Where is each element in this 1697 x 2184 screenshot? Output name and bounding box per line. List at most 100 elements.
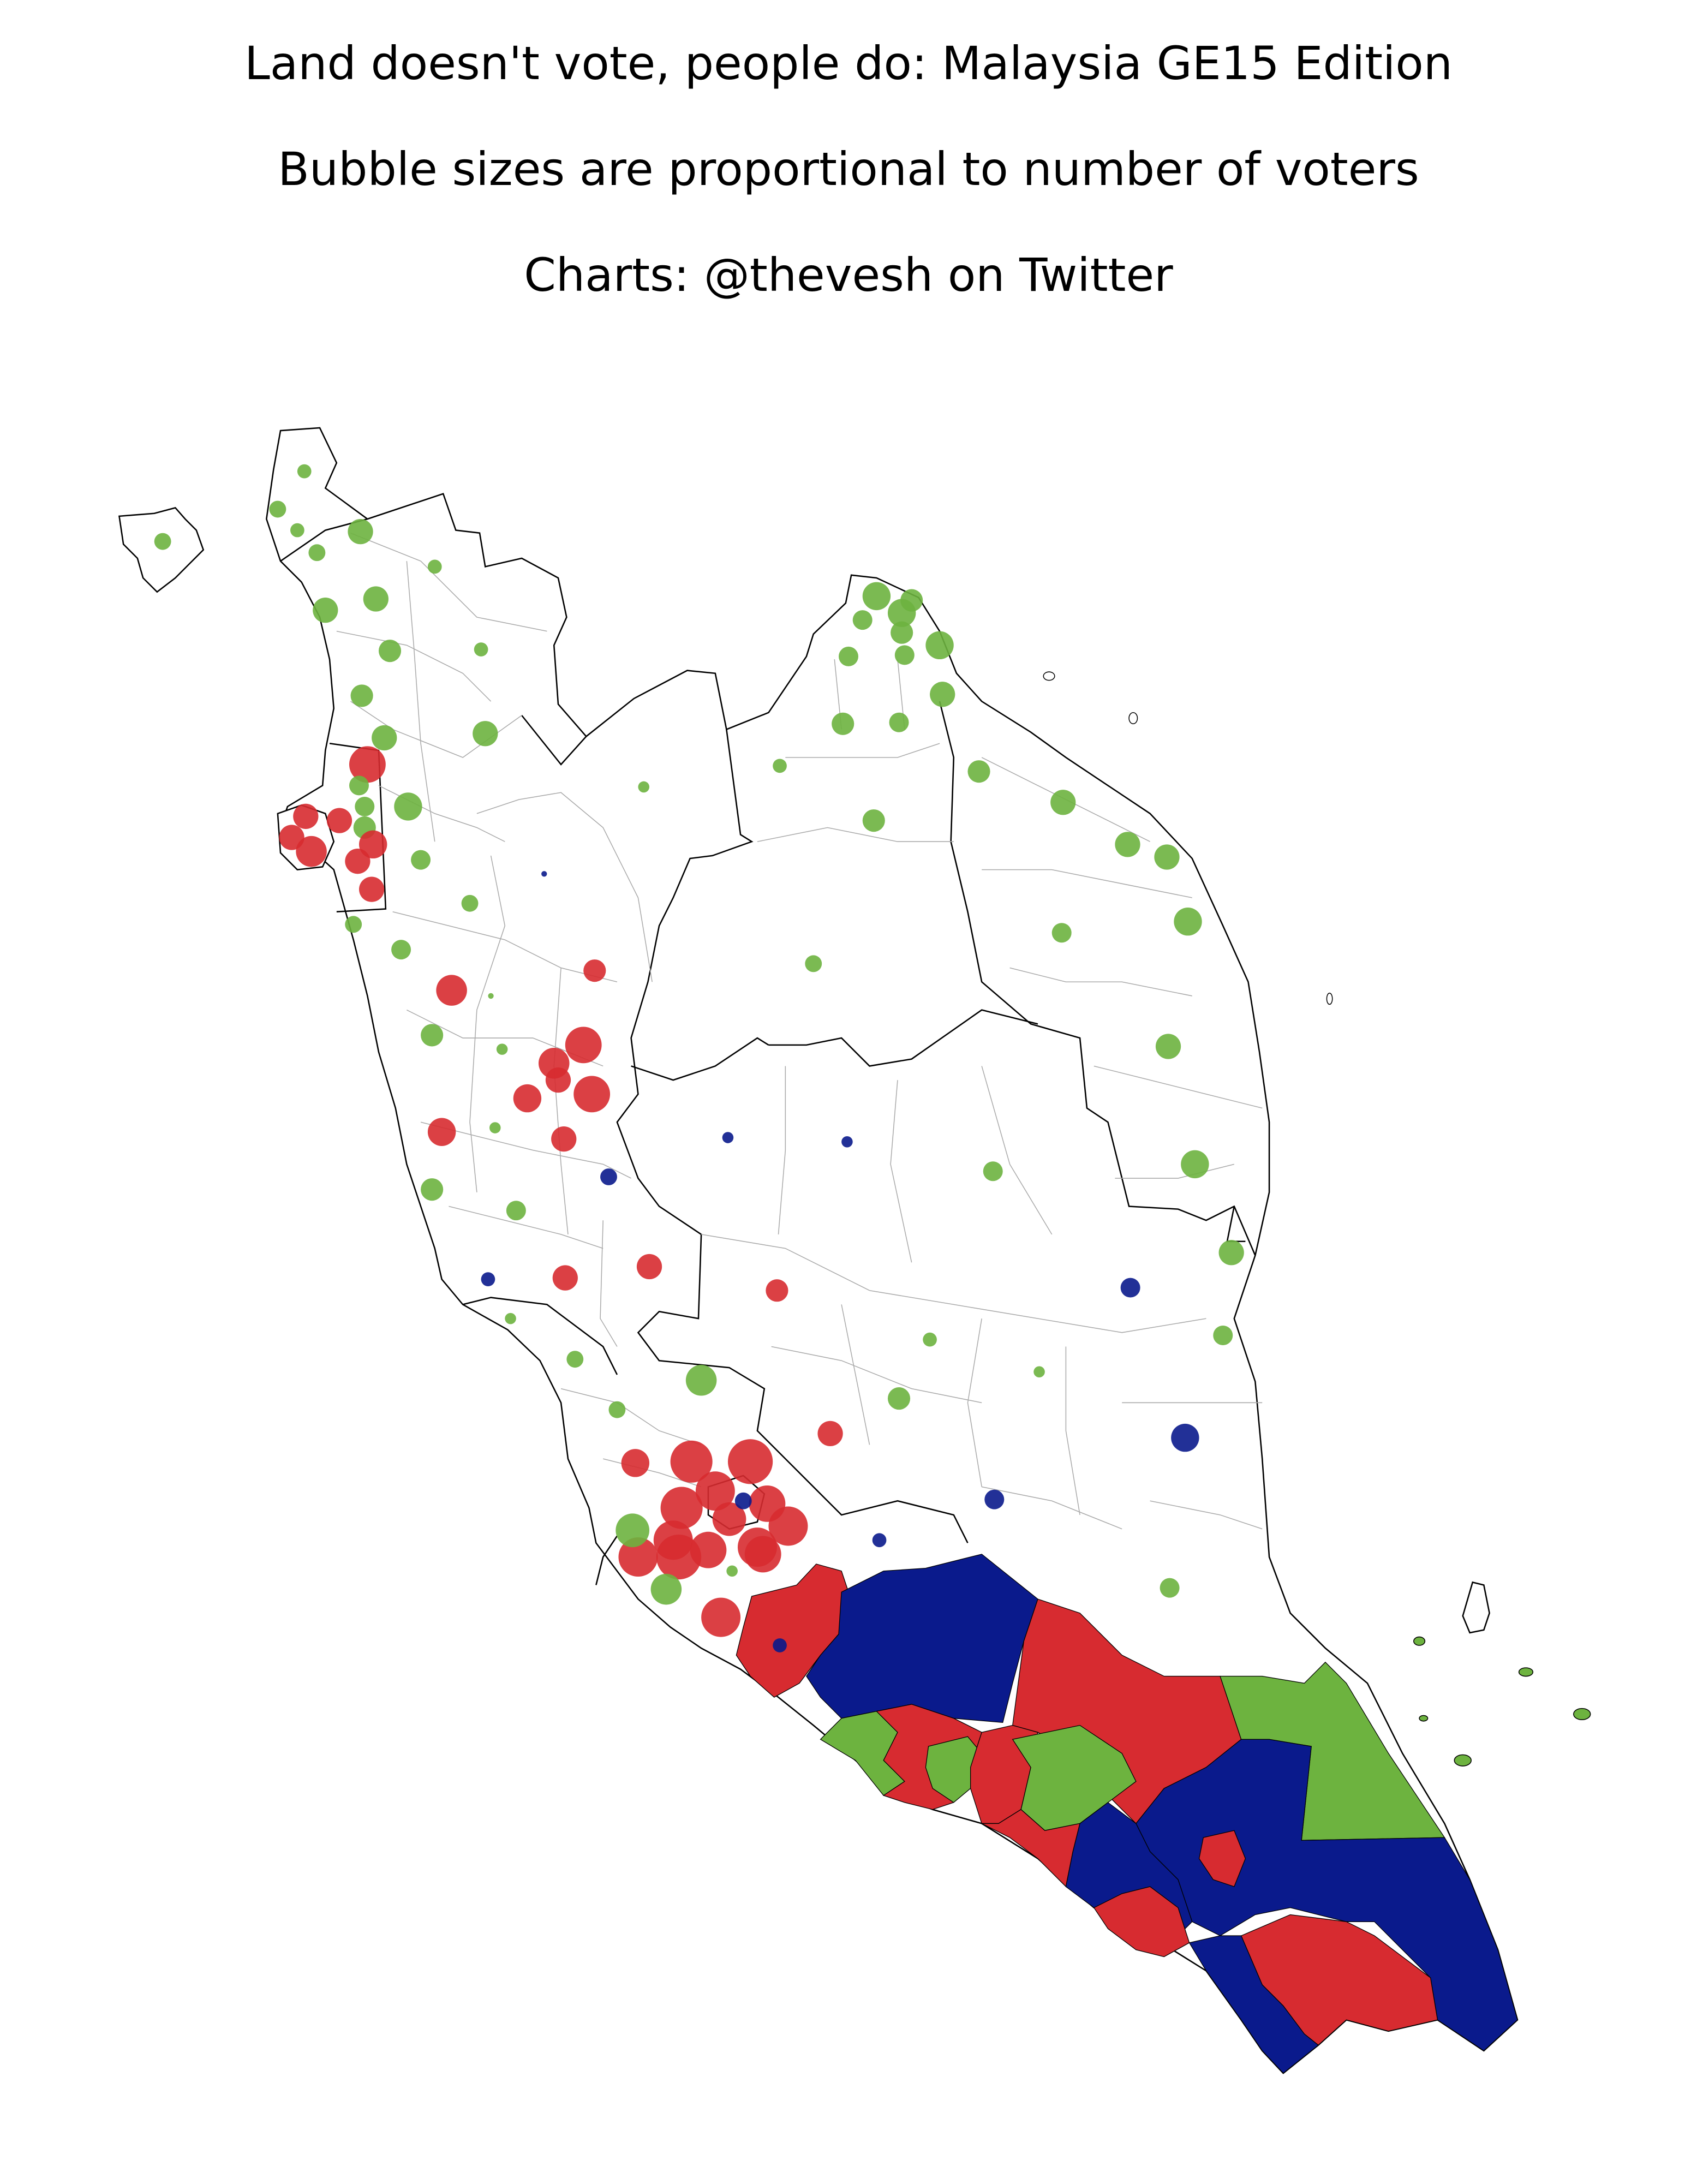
voter-bubble — [638, 781, 650, 793]
voter-bubble — [701, 1597, 741, 1637]
voter-bubble — [984, 1489, 1005, 1509]
voter-bubble — [489, 1122, 501, 1133]
map-credit: Charts: @thevesh on Twitter — [524, 248, 1173, 302]
voter-bubble — [421, 1024, 444, 1047]
voter-bubble — [461, 894, 479, 912]
voter-bubble — [887, 1387, 911, 1410]
voter-bubble — [583, 959, 606, 982]
voter-bubble — [930, 682, 955, 707]
voter-bubble — [154, 533, 171, 550]
voter-bubble — [636, 1254, 662, 1280]
voter-bubble — [660, 1487, 703, 1529]
voter-bubble — [427, 559, 442, 574]
small-islands-east — [1043, 671, 1333, 1005]
voter-bubble — [391, 940, 411, 960]
voter-bubble — [488, 993, 494, 999]
voter-bubble — [768, 1506, 808, 1546]
voter-bubble — [296, 836, 327, 867]
voter-bubble — [552, 1265, 578, 1291]
voter-bubble — [358, 830, 387, 859]
voter-bubble — [1160, 1578, 1180, 1598]
southern-district-fills — [736, 1554, 1518, 2074]
map-subtitle: Bubble sizes are proportional to number … — [278, 142, 1419, 196]
voter-bubble — [727, 1439, 773, 1484]
voter-bubble — [545, 1067, 571, 1093]
voter-bubble — [894, 645, 915, 665]
voter-bubble — [541, 871, 547, 877]
voter-bubble — [349, 746, 386, 783]
langkawi-island — [118, 507, 205, 593]
voter-bubble — [695, 1471, 735, 1511]
voter-bubble — [566, 1351, 584, 1368]
voter-bubble — [817, 1421, 843, 1447]
voter-bubble — [481, 1272, 495, 1286]
small-islands — [1413, 1636, 1591, 1767]
voter-bubble — [348, 519, 373, 545]
voter-bubble — [363, 586, 389, 612]
voter-bubble — [805, 955, 822, 972]
voter-bubble — [889, 712, 909, 732]
voter-bubble — [656, 1534, 702, 1580]
voter-bubble — [1181, 1150, 1209, 1179]
voter-bubble — [852, 610, 873, 630]
voter-bubble — [565, 1027, 602, 1064]
voter-bubble — [726, 1565, 738, 1577]
voter-bubble — [1050, 790, 1076, 815]
voter-bubble — [269, 500, 286, 518]
voter-bubble — [513, 1084, 542, 1113]
voter-bubble — [832, 712, 855, 735]
voter-bubble — [355, 796, 375, 816]
voter-bubble — [872, 1533, 887, 1548]
voter-bubbles — [154, 464, 1244, 1652]
voter-bubble — [394, 792, 422, 821]
voter-bubble — [744, 1536, 781, 1573]
voter-bubble — [608, 1401, 626, 1418]
voter-bubble — [496, 1043, 508, 1055]
voter-bubble — [839, 646, 858, 666]
voter-bubble — [887, 599, 916, 627]
voter-bubble — [923, 1332, 937, 1347]
voter-bubble — [712, 1502, 746, 1536]
voter-bubble — [618, 1537, 658, 1577]
voter-bubble — [573, 1076, 611, 1113]
voter-bubble — [506, 1201, 526, 1221]
voter-bubble — [841, 1136, 853, 1148]
voter-bubble — [685, 1364, 717, 1396]
voter-bubble — [313, 597, 338, 623]
voter-bubble — [427, 1118, 456, 1146]
voter-bubble — [345, 916, 362, 933]
voter-bubble — [773, 759, 787, 773]
voter-bubble — [474, 642, 488, 657]
voter-bubble — [891, 621, 913, 644]
voter-bubble — [1154, 844, 1180, 870]
voter-bubble — [722, 1132, 734, 1143]
voter-bubble — [650, 1573, 682, 1605]
voter-bubble — [1033, 1366, 1045, 1378]
voter-bubble — [734, 1492, 752, 1509]
voter-bubble — [1174, 908, 1202, 936]
voter-bubble — [308, 544, 326, 562]
voter-bubble — [670, 1440, 713, 1483]
voter-bubble — [421, 1178, 444, 1201]
voter-bubble — [372, 725, 397, 751]
voter-bubble — [293, 803, 319, 830]
voter-bubble — [616, 1513, 650, 1548]
map-title: Land doesn't vote, people do: Malaysia G… — [244, 37, 1453, 90]
voter-bubble — [473, 721, 498, 747]
voter-bubble — [862, 582, 891, 611]
voter-bubble — [1051, 923, 1072, 943]
voter-bubble — [773, 1638, 787, 1652]
voter-bubble — [983, 1161, 1003, 1181]
voter-bubble — [345, 849, 371, 874]
voter-bubble — [1171, 1423, 1199, 1452]
voter-bubble — [350, 684, 373, 707]
voter-bubble — [925, 631, 954, 660]
voter-bubble — [1218, 1240, 1244, 1266]
voter-bubble — [600, 1168, 617, 1185]
voter-bubble — [290, 523, 304, 538]
voter-bubble — [862, 809, 885, 832]
voter-bubble — [411, 850, 431, 870]
voter-bubble — [967, 760, 990, 783]
voter-bubble — [766, 1279, 788, 1302]
